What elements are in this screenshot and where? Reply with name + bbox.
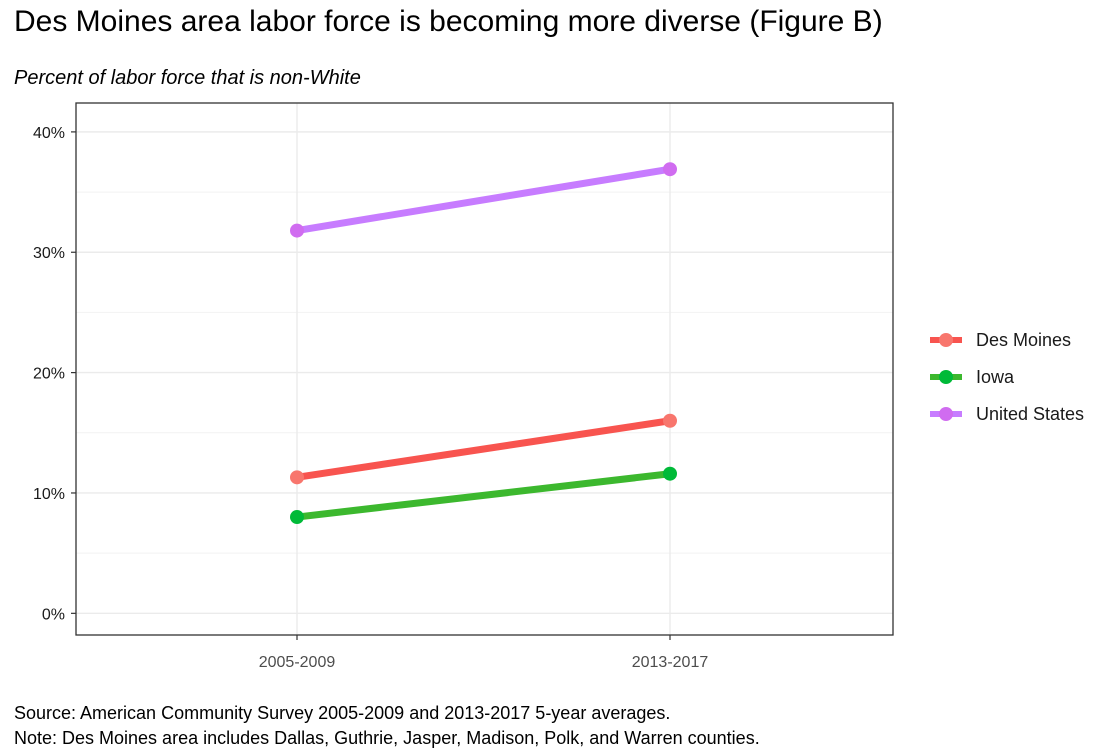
data-point-iowa xyxy=(290,510,304,525)
y-tick-label: 20% xyxy=(33,366,65,383)
area-note: Note: Des Moines area includes Dallas, G… xyxy=(14,728,760,748)
chart-subtitle: Percent of labor force that is non-White xyxy=(14,67,361,89)
data-point-des-moines xyxy=(290,470,304,485)
y-tick-label: 0% xyxy=(42,606,65,623)
y-tick-label: 10% xyxy=(33,486,65,503)
data-point-united-states xyxy=(663,162,677,177)
legend-key-point-des-moines xyxy=(939,333,953,347)
y-tick-label: 30% xyxy=(33,245,65,262)
legend-key-point-united-states xyxy=(939,407,953,421)
chart-title: Des Moines area labor force is becoming … xyxy=(14,5,883,38)
grid-lines xyxy=(76,103,893,635)
series-lines xyxy=(290,162,677,525)
legend-key-point-iowa xyxy=(939,370,953,384)
axes: 0% 10% 20% 30% 40% 2005-2009 2013-2017 xyxy=(33,125,708,671)
x-tick-label: 2005-2009 xyxy=(259,654,336,671)
source-note: Source: American Community Survey 2005-2… xyxy=(14,703,671,723)
legend: Des Moines Iowa United States xyxy=(930,330,1084,424)
series-line-iowa xyxy=(296,470,671,521)
series-line-united-states xyxy=(296,165,671,235)
plot-panel-border xyxy=(75,102,894,636)
line-chart: 0% 10% 20% 30% 40% 2005-2009 2013-2017 Des Moi… xyxy=(33,102,1084,671)
series-line-des-moines xyxy=(296,417,671,481)
data-point-united-states xyxy=(290,223,304,238)
legend-label-united-states: United States xyxy=(976,404,1084,424)
x-tick-label: 2013-2017 xyxy=(632,654,709,671)
y-tick-label: 40% xyxy=(33,125,65,142)
data-point-iowa xyxy=(663,466,677,481)
legend-label-iowa: Iowa xyxy=(976,367,1015,387)
data-point-des-moines xyxy=(663,413,677,428)
legend-label-des-moines: Des Moines xyxy=(976,330,1071,350)
